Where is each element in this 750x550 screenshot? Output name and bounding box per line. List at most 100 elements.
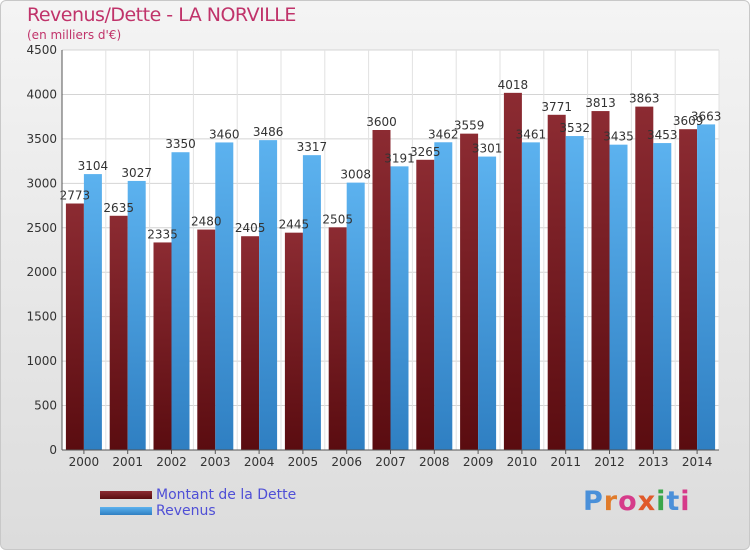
x-tick-label: 2008 [419,455,450,469]
bar-revenue [697,124,716,451]
data-label-debt: 3863 [629,92,660,106]
y-tick-label: 500 [34,399,57,413]
chart-title: Revenus/Dette - LA NORVILLE [27,4,296,26]
legend-label-revenue: Revenus [156,503,216,519]
bar-debt [65,203,84,450]
y-tick-label: 4000 [26,87,57,101]
bar-debt [241,236,260,450]
data-label-revenue: 3462 [428,127,459,141]
data-label-debt: 2480 [191,215,222,229]
bar-revenue [346,182,365,450]
data-label-revenue: 3350 [165,137,196,151]
y-tick-label: 3500 [26,132,57,146]
y-tick-label: 0 [49,443,57,457]
data-label-revenue: 3301 [472,142,503,156]
legend-swatch-debt [100,491,152,499]
y-tick-label: 1000 [26,354,57,368]
data-label-debt: 2635 [103,201,134,215]
x-tick-label: 2011 [550,455,581,469]
data-label-debt: 2773 [60,189,91,203]
bars [65,92,716,451]
x-tick-label: 2012 [594,455,625,469]
legend-swatch-revenue [100,507,152,515]
chart-subtitle: (en milliers d'€) [27,28,122,42]
x-tick-label: 2000 [69,455,100,469]
y-tick-label: 2500 [26,221,57,235]
x-tick-label: 2014 [682,455,713,469]
axes: 0 500 1000 1500 2000 2500 3000 3500 4000 4500 2000… [26,43,719,469]
bar-revenue [565,136,584,451]
legend-label-debt: Montant de la Dette [156,487,297,503]
bar-debt [679,129,698,450]
proxiti-logo: Proxiti [583,486,691,517]
data-label-revenue: 3317 [297,140,328,154]
bar-debt [591,111,610,451]
x-tick-label: 2007 [375,455,406,469]
x-tick-label: 2009 [463,455,494,469]
data-label-revenue: 3027 [121,166,152,180]
data-label-debt: 3771 [541,100,572,114]
bar-debt [197,229,216,450]
logo-letter: i [680,486,691,517]
x-tick-label: 2001 [112,455,143,469]
bar-debt [109,215,128,450]
y-tick-label: 1500 [26,310,57,324]
bar-revenue [259,140,278,450]
data-label-debt: 3813 [585,96,616,110]
data-label-revenue: 3104 [78,159,109,173]
data-label-debt: 2405 [235,221,266,235]
x-tick-label: 2004 [244,455,275,469]
data-label-revenue: 3453 [647,128,678,142]
x-tick-label: 2010 [507,455,538,469]
value-labels: 2773 3104 2635 3027 2335 3350 2480 3460 2405 3486… [60,78,722,242]
data-label-revenue: 3663 [691,109,722,123]
y-tick-label: 3000 [26,176,57,190]
bar-revenue [609,144,628,450]
bar-debt [416,159,435,450]
y-tick-label: 4500 [26,43,57,57]
x-tick-label: 2013 [638,455,669,469]
x-tick-label: 2006 [331,455,362,469]
bar-debt [372,130,391,450]
data-label-debt: 3609 [673,114,704,128]
bar-revenue [478,156,497,451]
data-label-debt: 2335 [147,227,178,241]
x-tick-label: 2002 [156,455,187,469]
bar-debt [284,232,303,450]
data-label-debt: 2505 [322,212,353,226]
legend: Montant de la Dette Revenus [100,487,296,519]
data-label-revenue: 3460 [209,127,240,141]
bar-revenue [434,142,453,450]
data-label-revenue: 3435 [603,130,634,144]
legend-item-debt: Montant de la Dette [100,487,296,503]
data-label-debt: 4018 [498,78,529,92]
bar-debt [503,92,522,450]
bar-debt [547,114,566,451]
bar-revenue [302,155,321,450]
data-label-revenue: 3461 [516,127,547,141]
legend-item-revenue: Revenus [100,503,296,519]
bar-revenue [653,143,672,451]
data-label-revenue: 3486 [253,125,284,139]
logo-letter: t [666,486,681,517]
bar-revenue [83,174,102,451]
y-tick-label: 2000 [26,265,57,279]
logo-letter: x [637,486,657,517]
bar-revenue [171,152,190,450]
x-tick-label: 2005 [288,455,319,469]
bar-debt [328,227,347,450]
data-label-debt: 3600 [366,115,397,129]
bar-debt [635,106,654,450]
data-label-revenue: 3191 [384,151,415,165]
bar-debt [460,133,479,450]
bar-revenue [521,142,540,450]
data-label-debt: 2445 [279,218,310,232]
data-label-revenue: 3532 [559,121,590,135]
x-tick-label: 2003 [200,455,231,469]
logo-letter: P [583,486,604,517]
logo-letter: r [603,486,619,517]
data-label-revenue: 3008 [340,168,371,182]
bar-revenue [127,180,146,450]
bar-revenue [215,142,234,450]
